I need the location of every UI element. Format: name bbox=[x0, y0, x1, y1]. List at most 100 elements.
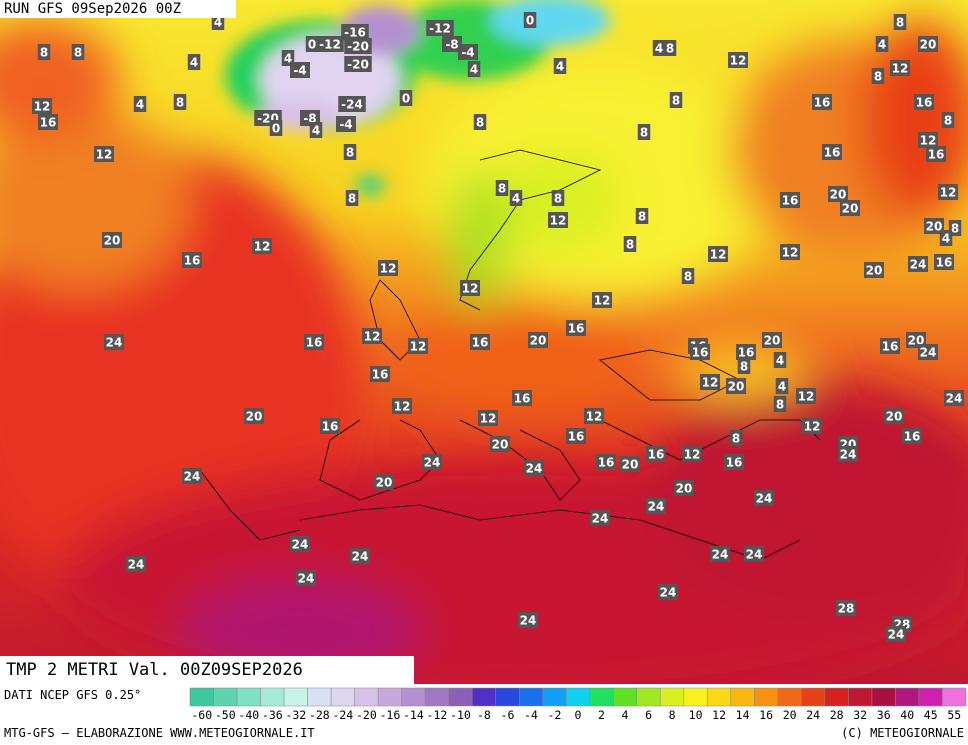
label-box bbox=[840, 200, 860, 216]
label-box bbox=[773, 396, 787, 412]
colorbar-swatch bbox=[801, 687, 826, 707]
contour-label: 8 bbox=[40, 46, 48, 60]
colorbar-label: 12 bbox=[712, 708, 726, 722]
colorbar-swatch bbox=[401, 687, 426, 707]
label-box bbox=[252, 238, 272, 254]
contour-label: 16 bbox=[372, 368, 389, 382]
contour-label: 20 bbox=[246, 410, 263, 424]
label-box bbox=[669, 92, 683, 108]
contour-label: 24 bbox=[648, 500, 665, 514]
label-box bbox=[890, 60, 910, 76]
label-box bbox=[596, 454, 616, 470]
label-box bbox=[902, 428, 922, 444]
label-box bbox=[269, 120, 283, 136]
colorbar-label: -10 bbox=[450, 708, 471, 722]
contour-label: -4 bbox=[339, 118, 352, 132]
label-box bbox=[918, 36, 938, 52]
contour-label: 12 bbox=[730, 54, 747, 68]
colorbar-swatch bbox=[424, 687, 449, 707]
contour-label: 12 bbox=[586, 410, 603, 424]
label-box bbox=[700, 374, 720, 390]
colorbar-swatch bbox=[330, 687, 355, 707]
header-box bbox=[0, 0, 236, 18]
contour-label: 24 bbox=[298, 572, 315, 586]
label-box bbox=[244, 408, 264, 424]
label-box bbox=[32, 98, 52, 114]
contour-label: 16 bbox=[648, 448, 665, 462]
label-box bbox=[523, 12, 537, 28]
label-box bbox=[102, 232, 122, 248]
colorbar-swatch bbox=[354, 687, 379, 707]
contour-label: 16 bbox=[814, 96, 831, 110]
contour-label: 16 bbox=[824, 146, 841, 160]
label-box bbox=[635, 208, 649, 224]
contour-label: -12 bbox=[429, 22, 451, 36]
contour-label: 8 bbox=[666, 42, 674, 56]
label-box bbox=[623, 236, 637, 252]
contour-label: 16 bbox=[306, 336, 323, 350]
label-box bbox=[637, 124, 651, 140]
source: DATI NCEP GFS 0.25° bbox=[4, 688, 141, 702]
contour-label: 16 bbox=[904, 430, 921, 444]
contour-label: 24 bbox=[352, 550, 369, 564]
contour-label: 20 bbox=[830, 188, 847, 202]
contour-label: 8 bbox=[672, 94, 680, 108]
label-box bbox=[724, 454, 744, 470]
run-label: RUN GFS 09Sep2026 00Z bbox=[4, 1, 181, 17]
contour-label: 16 bbox=[184, 254, 201, 268]
label-box bbox=[893, 14, 907, 30]
label-box bbox=[566, 428, 586, 444]
colorbar-swatch bbox=[848, 687, 873, 707]
label-box bbox=[341, 24, 369, 40]
label-box bbox=[744, 546, 764, 562]
label-box bbox=[754, 490, 774, 506]
contour-label: 8 bbox=[626, 238, 634, 252]
contour-label: 12 bbox=[462, 282, 479, 296]
colorbar-swatch bbox=[589, 687, 614, 707]
contour-label: 12 bbox=[782, 246, 799, 260]
label-box bbox=[796, 388, 816, 404]
contour-label: 4 bbox=[284, 52, 292, 66]
contour-label: 8 bbox=[740, 360, 748, 374]
label-box bbox=[584, 408, 604, 424]
label-box bbox=[780, 244, 800, 260]
contour-label: 8 bbox=[498, 182, 506, 196]
contour-label: 8 bbox=[476, 116, 484, 130]
contour-label: 20 bbox=[492, 438, 509, 452]
label-box bbox=[336, 116, 356, 132]
label-box bbox=[620, 456, 640, 472]
label-box bbox=[350, 548, 370, 564]
contour-label: 4 bbox=[312, 124, 320, 138]
label-box bbox=[775, 378, 789, 394]
label-box bbox=[296, 570, 316, 586]
contour-label: 24 bbox=[840, 448, 857, 462]
label-box bbox=[836, 600, 856, 616]
colorbar-label: 28 bbox=[830, 708, 844, 722]
credit: MTG-GFS — ELABORAZIONE WWW.METEOGIORNALE… bbox=[4, 726, 315, 740]
label-box bbox=[646, 498, 666, 514]
label-box bbox=[458, 44, 478, 60]
contour-label: 8 bbox=[554, 192, 562, 206]
label-box bbox=[939, 230, 953, 246]
contour-label: 16 bbox=[882, 340, 899, 354]
contour-label: 12 bbox=[920, 134, 937, 148]
contour-label: 24 bbox=[756, 492, 773, 506]
contour-label: 16 bbox=[514, 392, 531, 406]
colorbar-swatch bbox=[260, 687, 285, 707]
contour-label: 24 bbox=[424, 456, 441, 470]
contour-label: 8 bbox=[176, 96, 184, 110]
colorbar-label: -24 bbox=[332, 708, 353, 722]
label-box bbox=[548, 212, 568, 228]
label-box bbox=[663, 40, 677, 56]
label-box bbox=[495, 180, 509, 196]
contour-label: 16 bbox=[936, 256, 953, 270]
label-box bbox=[528, 332, 548, 348]
label-box bbox=[802, 418, 822, 434]
label-box bbox=[728, 52, 748, 68]
contour-label: 20 bbox=[926, 220, 943, 234]
colorbar-swatch bbox=[754, 687, 779, 707]
label-box bbox=[524, 460, 544, 476]
label-box bbox=[924, 218, 944, 234]
contour-label: 24 bbox=[946, 392, 963, 406]
